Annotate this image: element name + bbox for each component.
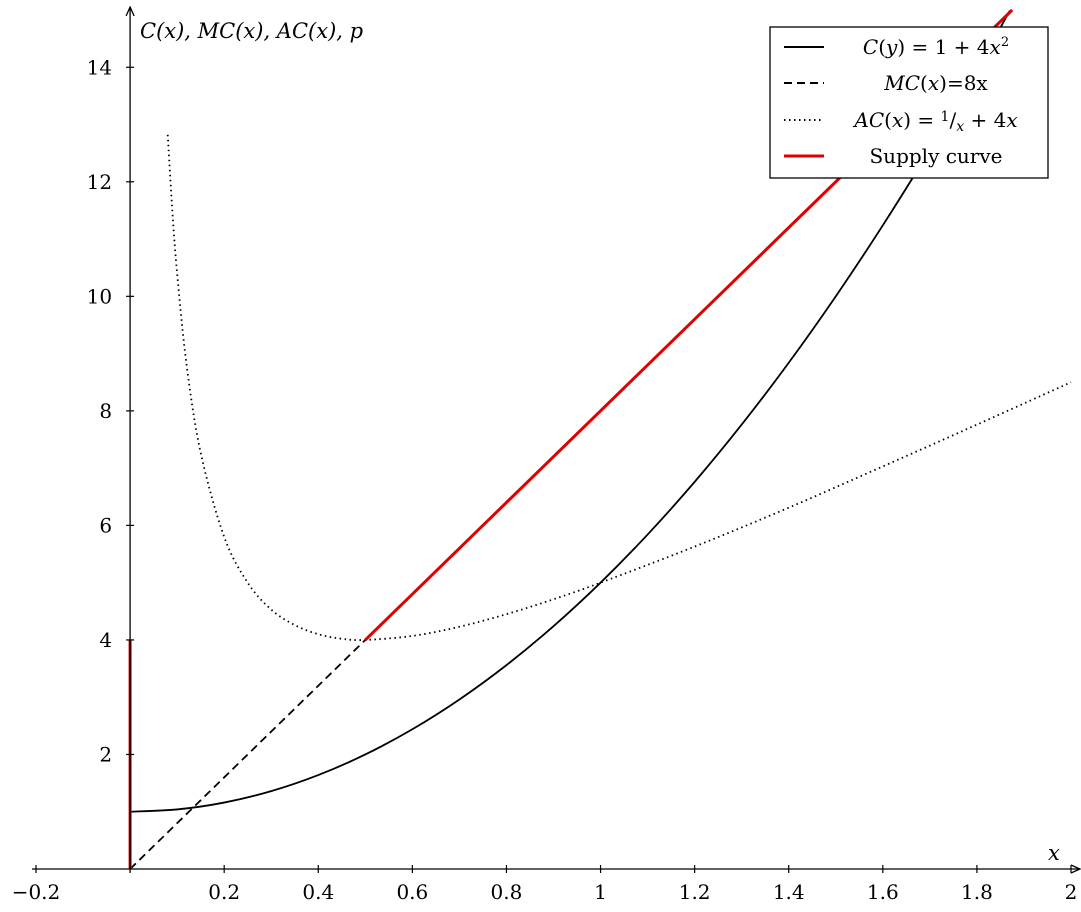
y-tick-label: 14 — [87, 55, 112, 79]
legend-label-mc: MC(x)=8x — [883, 71, 988, 95]
y-tick-label: 6 — [99, 513, 112, 537]
y-tick-label: 8 — [99, 399, 112, 423]
series-line-marginal-cost — [129, 639, 366, 870]
x-tick-label: 1.4 — [773, 880, 805, 904]
series-line-average-cost — [166, 134, 1072, 641]
x-tick-label: 1 — [594, 880, 607, 904]
x-tick-label: 1.2 — [679, 880, 711, 904]
x-tick-label: 2 — [1065, 880, 1078, 904]
x-tick-label: −0.2 — [12, 880, 61, 904]
x-tick-label: 1.6 — [867, 880, 899, 904]
y-tick-label: 12 — [87, 170, 112, 194]
x-tick-label: 0.8 — [491, 880, 523, 904]
legend-box — [769, 26, 1049, 179]
y-tick-label: 10 — [87, 284, 112, 308]
x-axis-title: x — [1048, 841, 1060, 865]
y-tick-label: 4 — [99, 628, 112, 652]
legend: C(y) = 1 + 4x2 MC(x)=8x AC(x) = 1/x + 4x… — [769, 26, 1049, 179]
x-tick-label: 0.4 — [302, 880, 334, 904]
x-ticks: −0.2 0.2 0.4 0.6 0.8 1 1.2 1.4 1.6 1.8 2 — [12, 865, 1078, 904]
y-tick-label: 2 — [99, 742, 112, 766]
x-tick-label: 1.8 — [961, 880, 993, 904]
y-ticks: 2 4 6 8 10 12 14 — [87, 55, 135, 766]
legend-label-cost: C(y) = 1 + 4x2 — [863, 35, 1009, 59]
legend-label-supply: Supply curve — [869, 144, 1002, 168]
series-line-cost — [130, 10, 1011, 813]
legend-label-ac: AC(x) = 1/x + 4x — [852, 108, 1017, 135]
y-axis-title: C(x), MC(x), AC(x), p — [140, 19, 363, 43]
x-tick-label: 0.2 — [208, 880, 240, 904]
x-tick-label: 0.6 — [396, 880, 428, 904]
